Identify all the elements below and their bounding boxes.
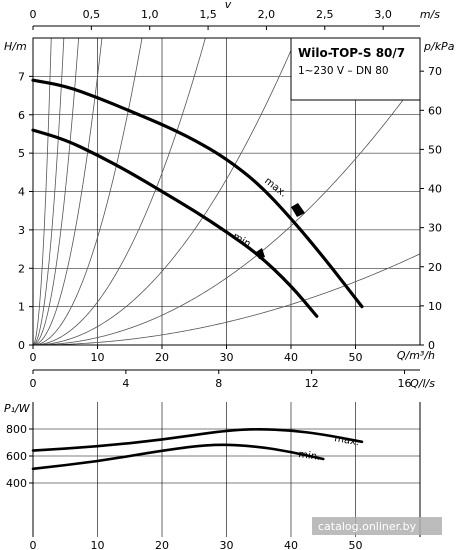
ls-tick-label: 16	[398, 377, 412, 390]
x-tick-label: 40	[284, 539, 298, 550]
watermark-text: catalog.onliner.by	[318, 520, 417, 533]
right-tick-label: 60	[428, 104, 442, 117]
top-tick-label: 0,5	[83, 8, 101, 21]
y-tick-label: 0	[18, 339, 25, 352]
power-chart: 400 600 800 P₁/W 0 4 8 12 16Q/l/s 0 10 20 30 40 50 max.…	[4, 369, 435, 550]
top-tick-label: 1,0	[141, 8, 159, 21]
system-curve	[33, 38, 143, 345]
x-tick-label: 30	[220, 539, 234, 550]
y-tick-label: 2	[18, 262, 25, 275]
right-tick-label: 10	[428, 300, 442, 313]
top-tick-label: 2,0	[258, 8, 276, 21]
system-curve	[33, 38, 103, 345]
system-curve	[33, 38, 297, 345]
top-tick-label: 2,5	[316, 8, 334, 21]
system-curve	[33, 253, 420, 345]
chart-subtitle: 1~230 V – DN 80	[298, 65, 389, 77]
x-tick-label: 20	[155, 351, 169, 364]
top-axis-unit: m/s	[420, 8, 440, 21]
system-curve	[33, 38, 206, 345]
x-tick-label: 50	[349, 351, 363, 364]
y-tick-label: 7	[18, 70, 25, 83]
head-curve-min	[31, 128, 319, 318]
system-curves	[33, 38, 420, 345]
power-curve-max	[31, 428, 364, 452]
ls-tick-label: 12	[305, 377, 319, 390]
right-tick-label: 70	[428, 65, 442, 78]
label-max: max.	[262, 176, 288, 200]
power-label-min: min.	[298, 449, 321, 463]
x-tick-label: 30	[220, 351, 234, 364]
x-tick-label: 40	[284, 351, 298, 364]
x-tick-label: 0	[30, 539, 37, 550]
y-tick-label: 3	[18, 224, 25, 237]
top-tick-label: 3,0	[374, 8, 392, 21]
y-tick-label: 6	[18, 109, 25, 122]
top-tick-label: 0	[30, 8, 37, 21]
chart-title: Wilo-TOP-S 80/7	[298, 46, 405, 60]
x-tick-label: 10	[91, 351, 105, 364]
right-axis-title: p/kPa	[423, 40, 455, 53]
system-curve	[33, 38, 52, 345]
ls-tick-label: 4	[122, 377, 129, 390]
ls-axis-title: Q/l/s	[410, 377, 435, 390]
system-curve	[33, 76, 420, 345]
y-tick-label: 400	[6, 477, 27, 490]
right-tick-label: 50	[428, 143, 442, 156]
y-axis-title: P₁/W	[4, 402, 31, 415]
ls-tick-label: 8	[215, 377, 222, 390]
x-tick-label: 50	[349, 539, 363, 550]
x-tick-label: 0	[30, 351, 37, 364]
x-tick-label: 10	[91, 539, 105, 550]
top-tick-label: 1,5	[199, 8, 217, 21]
y-tick-label: 600	[6, 450, 27, 463]
x-tick-label: 20	[155, 539, 169, 550]
right-tick-label: 20	[428, 261, 442, 274]
head-chart: 0 10 20 30 40 50 Q/m³/h01234567H/m010203040506…	[4, 0, 455, 364]
y-tick-label: 5	[18, 147, 25, 160]
system-curve	[33, 38, 65, 345]
title-box	[290, 37, 421, 101]
marker-max	[291, 203, 305, 217]
power-label-max: max.	[333, 433, 359, 448]
marker-min	[256, 248, 265, 259]
y-tick-label: 800	[6, 423, 27, 436]
head-curve-max	[31, 78, 364, 309]
watermark-bg	[312, 517, 442, 535]
top-axis-title: v	[225, 0, 232, 11]
power-curve-min	[31, 443, 325, 471]
right-tick-label: 0	[428, 339, 435, 352]
y-axis-title: H/m	[4, 40, 27, 53]
x-axis-title: Q/m³/h	[397, 349, 435, 362]
right-tick-label: 40	[428, 183, 442, 196]
y-tick-label: 4	[18, 186, 25, 199]
ls-tick-label: 0	[30, 377, 37, 390]
y-tick-label: 1	[18, 301, 25, 314]
right-tick-label: 30	[428, 222, 442, 235]
